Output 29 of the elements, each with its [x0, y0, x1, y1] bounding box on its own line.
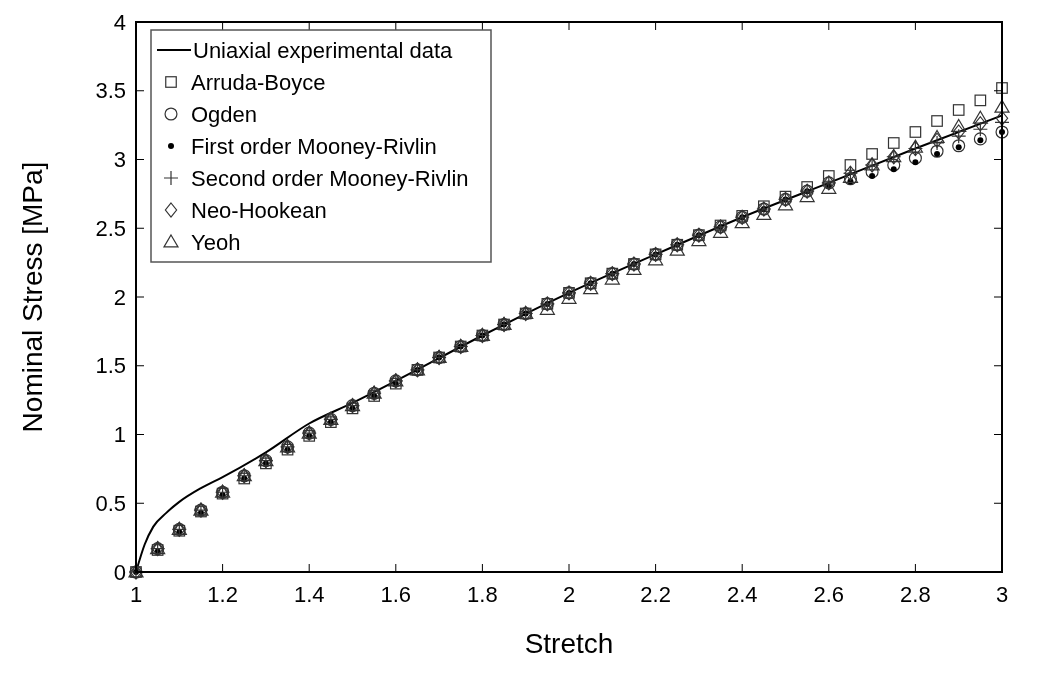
- y-tick-label: 2.5: [95, 215, 126, 241]
- y-tick-label: 3: [113, 147, 126, 173]
- x-tick-label: 3: [995, 582, 1009, 607]
- legend-label: Uniaxial experimental data: [193, 37, 454, 63]
- legend-label: Arruda-Boyce: [191, 69, 326, 95]
- x-axis-title: Stretch: [524, 628, 614, 659]
- x-tick-label: 2.2: [640, 582, 671, 607]
- legend-label: First order Mooney-Rivlin: [191, 133, 437, 159]
- y-tick-label: 0: [113, 559, 126, 585]
- y-tick-label: 1.5: [95, 353, 126, 379]
- y-tick-label: 4: [113, 9, 126, 35]
- y-axis-title: Nominal Stress [MPa]: [17, 161, 48, 433]
- y-tick-label: 1: [113, 422, 126, 448]
- legend-label: Second order Mooney-Rivlin: [191, 165, 469, 191]
- x-tick-label: 1.8: [467, 582, 498, 607]
- x-tick-label: 1.4: [293, 582, 325, 607]
- y-tick-label: 2: [113, 284, 126, 310]
- legend-label: Neo-Hookean: [191, 197, 327, 223]
- x-tick-label: 2.4: [726, 582, 758, 607]
- legend-label: Ogden: [191, 101, 258, 127]
- y-tick-label: 0.5: [95, 490, 126, 516]
- x-tick-label: 2.8: [900, 582, 931, 607]
- legend-label: Yeoh: [191, 229, 241, 255]
- x-tick-label: 1.2: [207, 582, 238, 607]
- x-tick-label: 2: [562, 582, 576, 607]
- y-tick-label: 3.5: [95, 78, 126, 104]
- x-tick-label: 2.6: [813, 582, 845, 607]
- x-tick-label: 1.6: [380, 582, 412, 607]
- x-tick-label: 1: [129, 582, 143, 607]
